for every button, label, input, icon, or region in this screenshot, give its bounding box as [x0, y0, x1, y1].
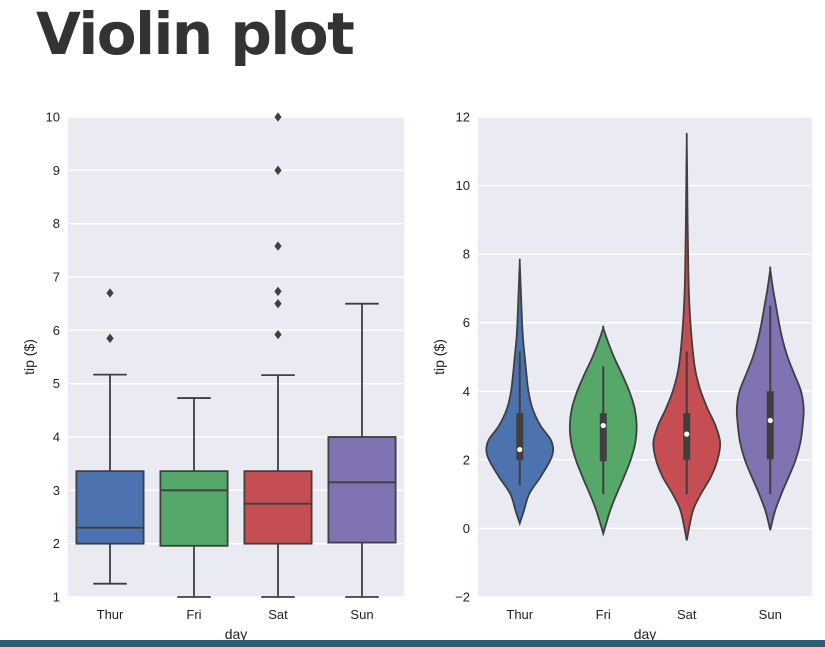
x-tick-label: Sun [759, 607, 782, 622]
x-tick-label: Sat [677, 607, 697, 622]
y-tick-label: 5 [53, 376, 60, 391]
outlier-point [274, 298, 282, 309]
box-fri [159, 397, 229, 598]
y-tick-label: −2 [455, 590, 470, 605]
violin-sun [735, 266, 805, 531]
box-iqr [243, 470, 313, 545]
violin-plot-chart: −2 0 2 4 6 8 10 12 Thur Fri Sat Sun day tip ($) [431, 110, 812, 642]
y-tick-label: 4 [53, 430, 60, 445]
y-axis-label: tip ($) [431, 339, 447, 375]
y-tick-label: 2 [53, 536, 60, 551]
outlier-point [274, 165, 282, 176]
x-tick-label: Sun [350, 607, 373, 622]
violin-median-dot [600, 422, 606, 429]
outlier-point [106, 288, 114, 298]
violin-body [652, 132, 722, 541]
x-tick-label: Thur [506, 607, 533, 622]
y-axis-label: tip ($) [21, 339, 37, 375]
box-thur [75, 288, 145, 585]
violin-median-dot [684, 431, 690, 437]
y-tick-label: 10 [46, 110, 60, 125]
box-sun [327, 302, 397, 598]
x-tick-label: Fri [596, 607, 611, 622]
box-iqr [159, 470, 229, 547]
y-tick-label: 0 [463, 521, 470, 536]
violin-median-dot [517, 446, 523, 453]
y-tick-label: 6 [463, 315, 470, 330]
y-tick-label: 10 [456, 178, 470, 193]
y-tick-label: 1 [53, 590, 60, 605]
x-tick-label: Fri [186, 607, 201, 622]
y-tick-label: 9 [53, 163, 60, 178]
violin-fri [568, 325, 638, 537]
box-plot-chart: 1 2 3 4 5 6 7 8 9 10 Thur Fri Sat Sun day tip ($) [21, 110, 404, 642]
box-iqr [75, 470, 145, 545]
x-tick-label: Thur [97, 607, 124, 622]
box-sat [243, 112, 313, 598]
outlier-point [274, 286, 282, 297]
outlier-point [106, 333, 114, 344]
y-tick-label: 8 [463, 247, 470, 262]
y-tick-label: 12 [456, 110, 470, 125]
violin-median-dot [767, 417, 773, 424]
outlier-point [274, 329, 282, 340]
outlier-point [274, 241, 282, 251]
y-tick-label: 8 [53, 216, 60, 231]
y-tick-label: 4 [463, 384, 470, 399]
violin-iqr-box [516, 413, 524, 460]
y-tick-label: 2 [463, 452, 470, 467]
outlier-point [274, 112, 282, 122]
x-axis-label: day [225, 626, 248, 642]
violin-thur [485, 258, 555, 527]
slide-footer-bar [0, 640, 825, 647]
x-tick-label: Sat [268, 607, 288, 622]
violin-iqr-box [599, 413, 607, 462]
x-axis-label: day [634, 626, 657, 642]
y-tick-label: 3 [53, 483, 60, 498]
violin-sat [652, 132, 722, 541]
slide-title: Violin plot [36, 0, 355, 68]
y-tick-label: 6 [53, 323, 60, 338]
y-tick-label: 7 [53, 270, 60, 285]
box-iqr [327, 436, 397, 544]
violin-iqr-box [766, 391, 774, 460]
